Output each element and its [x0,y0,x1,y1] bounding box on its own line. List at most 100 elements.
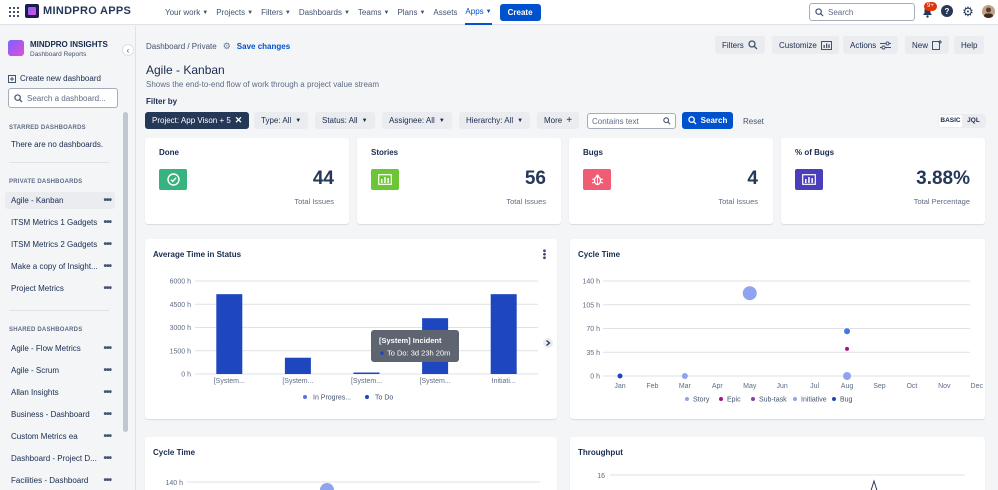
customize-button[interactable]: Customize [772,36,839,54]
create-dashboard-label: Create new dashboard [20,74,101,83]
new-button[interactable]: New [905,36,950,54]
data-point[interactable] [617,373,623,379]
close-icon[interactable]: ✕ [234,115,243,125]
sidebar-dashboard-item[interactable]: Dashboard - Project D... ••• [5,450,115,467]
user-avatar[interactable] [982,5,995,18]
legend-label[interactable]: Bug [840,397,853,404]
actions-button[interactable]: Actions [843,36,899,54]
data-point[interactable] [681,373,688,379]
sidebar-dashboard-item[interactable]: Agile - Flow Metrics ••• [5,340,115,357]
top-search-input[interactable]: Search [809,3,915,21]
sidebar-scrollbar[interactable] [123,112,128,432]
help-icon[interactable]: ? [941,5,953,17]
sidebar-dashboard-item[interactable]: Make a copy of Insight... ••• [5,258,115,275]
data-point[interactable] [844,328,851,335]
app-switcher-icon[interactable] [9,7,19,17]
sidebar-dashboard-item[interactable]: ITSM Metrics 2 Gadgets ••• [5,236,115,253]
reset-button[interactable]: Reset [743,117,764,126]
data-point[interactable] [845,346,850,351]
status-filter-dropdown[interactable]: Status: All ▼ [315,112,375,129]
nav-item[interactable]: Assets [433,0,457,25]
dashboard-settings-icon[interactable]: ⚙ [222,41,231,51]
settings-gear-icon[interactable]: ⚙ [962,4,974,19]
jql-mode-option[interactable]: JQL [967,117,980,124]
legend-label[interactable]: Story [693,397,710,404]
contains-text-input[interactable]: Contains text [587,113,676,129]
nav-item[interactable]: Dashboards ▼ [299,0,350,25]
breadcrumb: Dashboard / Private ⚙ Save changes [146,41,290,52]
more-filters-label: More [544,116,563,125]
create-dashboard-link[interactable]: Create new dashboard [8,74,101,83]
stat-card[interactable]: Done 44 Total Issues [145,138,349,224]
nav-item[interactable]: Filters ▼ [261,0,291,25]
legend-label[interactable]: Epic [727,397,741,404]
data-point[interactable] [742,286,757,301]
sidebar-dashboard-item[interactable]: Project Metrics ••• [5,280,115,297]
chevron-down-icon: ▼ [202,9,209,16]
sidebar-dashboard-item[interactable]: Allan Insights ••• [5,384,115,401]
collapse-sidebar-button[interactable]: ‹ [122,44,134,56]
dashboard-search-input[interactable]: Search a dashboard... [8,88,118,108]
data-point[interactable] [320,483,334,490]
sidebar-dashboard-item[interactable]: Agile - Scrum ••• [5,362,115,379]
sidebar-dashboard-item[interactable]: Agile - Kanban ••• [5,192,115,209]
cycle-time-chart: 140 h 105 h 70 h 35 h 0 h Jan Feb Mar Apr May Jun J… [582,279,983,404]
sidebar-dashboard-item[interactable]: Business - Dashboard ••• [5,406,115,423]
bar-chart-icon [820,40,832,50]
more-options-icon[interactable]: ••• [103,409,111,420]
bar[interactable] [284,357,311,374]
stat-value: 4 [747,168,758,189]
more-options-icon[interactable]: ••• [103,195,111,206]
chart-next-button[interactable] [543,338,553,348]
sidebar-dashboard-item[interactable]: Custom Metrics ea ••• [5,428,115,445]
more-options-icon[interactable]: ••• [103,217,111,228]
stat-card[interactable]: Stories 56 Total Issues [357,138,561,224]
more-options-icon[interactable]: ••• [103,283,111,294]
stat-label: Total Issues [718,197,758,206]
basic-mode-option[interactable]: BASIC [939,115,962,127]
nav-item[interactable]: Your work ▼ [165,0,208,25]
bar[interactable] [216,294,243,374]
legend-label[interactable]: To Do [375,395,393,402]
nav-item[interactable]: Apps ▼ [465,0,492,25]
sidebar-dashboard-label: Project Metrics [11,284,64,293]
stat-card[interactable]: % of Bugs 3.88% Total Percentage [781,138,985,224]
legend-label[interactable]: Sub-task [759,397,787,404]
more-options-icon[interactable]: ••• [103,365,111,376]
more-filters-button[interactable]: More + [537,112,580,129]
bar[interactable] [490,294,517,374]
data-point[interactable] [843,372,852,380]
assignee-filter-dropdown[interactable]: Assignee: All ▼ [382,112,452,129]
bar[interactable] [353,372,380,374]
type-filter-dropdown[interactable]: Type: All ▼ [254,112,309,129]
more-options-icon[interactable]: ••• [103,239,111,250]
hierarchy-filter-dropdown[interactable]: Hierarchy: All ▼ [459,112,531,129]
more-options-icon[interactable]: ••• [103,475,111,486]
sidebar-dashboard-item[interactable]: Facilities - Dashboard ••• [5,472,115,489]
legend-label[interactable]: In Progres... [313,395,351,402]
more-options-icon[interactable]: ••• [103,261,111,272]
stat-card[interactable]: Bugs 4 Total Issues [569,138,773,224]
page-description: Shows the end-to-end flow of work throug… [146,80,380,89]
filters-button[interactable]: Filters [715,36,765,54]
save-changes-link[interactable]: Save changes [236,42,291,51]
sidebar-divider [9,310,109,311]
more-options-icon[interactable]: ••• [538,249,549,260]
project-filter-chip[interactable]: Project: App Vison + 5 ✕ [145,112,250,129]
breadcrumb-text[interactable]: Dashboard / Private [146,42,217,51]
create-button[interactable]: Create [499,4,541,21]
nav-item[interactable]: Projects ▼ [216,0,253,25]
nav-item[interactable]: Teams ▼ [358,0,390,25]
more-options-icon[interactable]: ••• [103,343,111,354]
stat-value: 56 [524,168,546,189]
help-button[interactable]: Help [954,36,985,54]
more-options-icon[interactable]: ••• [103,431,111,442]
more-options-icon[interactable]: ••• [103,453,111,464]
nav-item[interactable]: Plans ▼ [397,0,425,25]
sidebar-dashboard-item[interactable]: ITSM Metrics 1 Gadgets ••• [5,214,115,231]
query-mode-toggle[interactable]: BASIC JQL [938,114,986,128]
search-button[interactable]: Search [682,112,733,129]
legend-label[interactable]: Initiative [801,397,827,404]
brand-logo[interactable]: MINDPRO APPS [25,4,131,18]
more-options-icon[interactable]: ••• [103,387,111,398]
